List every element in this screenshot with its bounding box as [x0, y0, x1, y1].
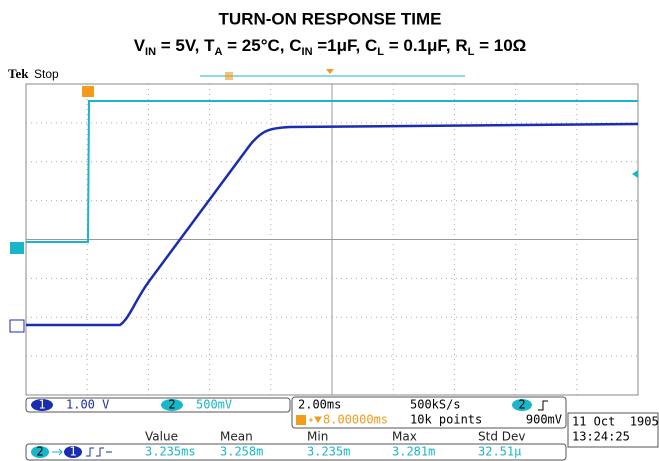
graticule [25, 83, 639, 396]
date: 11 Oct 1905 [572, 415, 659, 429]
subscript: A [214, 46, 222, 58]
to-badge [64, 446, 82, 458]
measure-header: Mean [220, 430, 253, 444]
subtitle-part: = 5V, T [156, 36, 215, 55]
edge-icon [538, 400, 548, 411]
arrow [52, 448, 63, 456]
subtitle-part: = 25°C, C [222, 36, 301, 55]
title: TURN-ON RESPONSE TIME [219, 9, 442, 28]
measure-value: 3.281m [392, 445, 435, 459]
delay-arrow [309, 416, 322, 423]
trigger-marker [82, 86, 94, 97]
ch1-trace [26, 122, 639, 327]
measure-value: 32.51μ [478, 445, 521, 459]
subtitle-part: V [134, 36, 146, 55]
ch2-scale: 500mV [196, 398, 232, 412]
ch2-badge [161, 399, 183, 411]
view-marker [225, 72, 233, 80]
trig-badge [512, 399, 532, 411]
subscript: L [377, 46, 384, 58]
timebase-box [291, 396, 567, 429]
measure-value: 3.258m [220, 445, 263, 459]
ch2-level [632, 170, 638, 178]
from-badge [31, 446, 49, 458]
measure-header: Std Dev [478, 430, 525, 444]
time: 13:24:25 [572, 430, 630, 444]
from-ch: 2 [36, 445, 43, 459]
ch2-id: 2 [168, 398, 175, 412]
subscript: L [468, 46, 475, 58]
brand: Tek [8, 66, 29, 81]
time-scale: 2.00ms [298, 398, 341, 412]
trigger-level: 900mV [526, 413, 562, 427]
status: Stop [34, 67, 59, 81]
measure-value: 3.235m [307, 445, 350, 459]
subtitle-part: = 10Ω [474, 36, 526, 55]
measure-box [25, 443, 567, 461]
measure-header: Value [145, 430, 178, 444]
ch1-badge [31, 399, 53, 411]
edge-icons [86, 447, 112, 457]
measure-value: 3.235ms [145, 445, 196, 459]
ch2-trace [26, 100, 638, 243]
subscript: IN [302, 46, 313, 58]
subtitle-part: =1μF, C [313, 36, 378, 55]
subtitle: VIN = 5V, TA = 25°C, CIN =1μF, CL = 0.1μ… [134, 36, 527, 57]
channel-box [25, 397, 291, 413]
ch1-scale: 1.00 V [66, 398, 109, 412]
measure-header: Max [392, 430, 417, 444]
trigger-pos [326, 69, 334, 74]
delay-icon [296, 415, 306, 425]
sample-rate: 500kS/s [410, 398, 461, 412]
measure-header: Min [307, 430, 328, 444]
trigger-source: 2 [518, 398, 525, 412]
to-ch: 1 [69, 445, 76, 459]
delay: 8.00000ms [323, 413, 388, 427]
subtitle-part: = 0.1μF, R [384, 36, 468, 55]
subscript: IN [145, 46, 156, 58]
record-length: 10k points [410, 413, 482, 427]
ch1-marker [9, 319, 25, 333]
datetime-box [567, 412, 659, 448]
ch1-id: 1 [38, 398, 45, 412]
ch2-marker [10, 242, 24, 254]
